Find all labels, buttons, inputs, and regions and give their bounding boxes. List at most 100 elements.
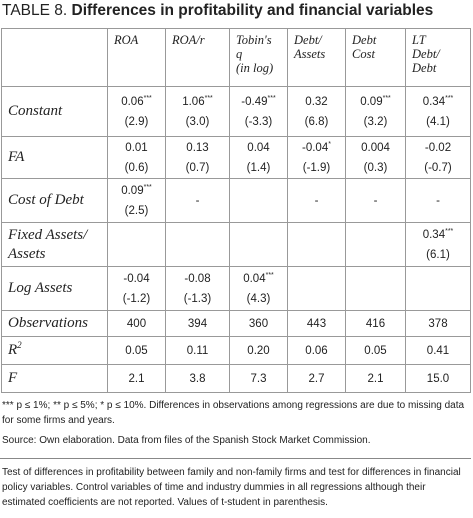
row-label: Log Assets xyxy=(1,266,108,311)
significance-stars: *** xyxy=(204,94,213,102)
significance-stars: *** xyxy=(445,227,454,235)
coefficient-line: - xyxy=(288,191,345,211)
coefficient-line: 0.20 xyxy=(230,341,287,361)
value-cell: 1.06*** (3.0) xyxy=(165,86,230,137)
t-statistic: (3.0) xyxy=(185,115,210,128)
coefficient-line: 360 xyxy=(230,314,287,334)
value-cell xyxy=(165,222,230,267)
table-row: Constant 0.06*** (2.9) 1.06*** (3.0) -0.49***… xyxy=(1,86,471,137)
coefficient-line: 394 xyxy=(166,314,229,334)
coefficient: 7.3 xyxy=(250,372,267,385)
coefficient-line: 0.11 xyxy=(166,341,229,361)
table-row: F 2.1 3.8 7.3 2.7 2.1 15.0 xyxy=(1,364,471,393)
coefficient-line: - xyxy=(166,191,229,211)
caption: Test of differences in profitability bet… xyxy=(2,467,461,508)
table-row: Observations 400 394 360 443 416 378 xyxy=(1,310,471,337)
header-line: LT xyxy=(412,33,426,47)
value-cell xyxy=(107,222,166,267)
t-statistic: (3.2) xyxy=(363,115,388,128)
value-cell xyxy=(287,222,346,267)
value-cell: 416 xyxy=(345,310,406,337)
label-superscript: 2 xyxy=(17,340,22,350)
coefficient: 0.06 xyxy=(121,95,144,108)
table-row: Log Assets -0.04 (-1.2) -0.08 (-1.3) 0.04*** (… xyxy=(1,266,471,311)
table-row: Fixed Assets/ Assets 0.34*** (6.1) xyxy=(1,222,471,267)
value-cell: - xyxy=(405,178,471,223)
value-cell: 443 xyxy=(287,310,346,337)
coefficient-line: 0.06 xyxy=(288,341,345,361)
coefficient: 416 xyxy=(365,317,386,330)
coefficient-line: 0.34*** xyxy=(406,92,470,112)
t-statistic: (0.6) xyxy=(124,161,149,174)
coefficient: 0.34 xyxy=(422,95,446,108)
coefficient: 0.34 xyxy=(422,228,446,241)
coefficient: - xyxy=(373,194,378,207)
coefficient-line: 0.09*** xyxy=(346,92,405,112)
header-line: Debt xyxy=(412,61,437,75)
t-statistic: (-1.9) xyxy=(302,161,331,174)
coefficient: - xyxy=(314,194,319,207)
value-cell: 394 xyxy=(165,310,230,337)
row-label: R2 xyxy=(1,336,108,365)
value-cell: -0.49*** (-3.3) xyxy=(229,86,288,137)
coefficient-line: 2.7 xyxy=(288,369,345,389)
coefficient-line: 0.05 xyxy=(346,341,405,361)
title-text: Differences in profitability and financi… xyxy=(71,2,434,19)
t-statistic: (-1.3) xyxy=(183,292,212,305)
coefficient: 15.0 xyxy=(426,372,450,385)
table-title: TABLE 8. Differences in profitability an… xyxy=(2,2,433,20)
value-cell: 0.09*** (3.2) xyxy=(345,86,406,137)
coefficient: -0.04 xyxy=(302,141,329,154)
coefficient-line: - xyxy=(346,191,405,211)
table-row: Cost of Debt 0.09*** (2.5) - - - - xyxy=(1,178,471,223)
header-line: Cost xyxy=(352,47,375,61)
label-text: Fixed Assets/ Assets xyxy=(8,226,88,262)
value-cell xyxy=(229,178,288,223)
value-cell: 0.01 (0.6) xyxy=(107,136,166,179)
row-label: Observations xyxy=(1,310,108,337)
value-cell xyxy=(405,266,471,311)
value-cell: 0.09*** (2.5) xyxy=(107,178,166,223)
coefficient-line: 0.09*** xyxy=(108,181,165,201)
coefficient: 0.32 xyxy=(305,95,328,108)
coefficient-line: -0.02 xyxy=(406,138,470,158)
value-cell: - xyxy=(165,178,230,223)
value-cell: 3.8 xyxy=(165,364,230,393)
coefficient: 0.04 xyxy=(247,141,270,154)
significance-stars: *** xyxy=(143,94,152,102)
t-statistic: (-3.3) xyxy=(244,115,273,128)
label-text: Constant xyxy=(8,103,63,119)
coefficient-line: 15.0 xyxy=(406,369,470,389)
value-cell: 0.06*** (2.9) xyxy=(107,86,166,137)
coefficient: 394 xyxy=(187,317,208,330)
column-header: Debt Cost xyxy=(345,28,406,87)
corner-cell xyxy=(1,28,108,87)
coefficient-line: 0.32 xyxy=(288,92,345,112)
t-statistic: (2.5) xyxy=(124,204,149,217)
value-cell: 0.04*** (4.3) xyxy=(229,266,288,311)
value-cell: 0.20 xyxy=(229,336,288,365)
value-cell: 0.11 xyxy=(165,336,230,365)
coefficient-line: 0.34*** xyxy=(406,225,470,245)
coefficient-line: 2.1 xyxy=(108,369,165,389)
label-text: F xyxy=(8,370,18,386)
value-cell: 2.7 xyxy=(287,364,346,393)
t-statistic: (0.7) xyxy=(185,161,210,174)
table-row: R2 0.05 0.11 0.20 0.06 0.05 0.41 xyxy=(1,336,471,365)
coefficient-line: -0.04* xyxy=(288,138,345,158)
value-cell: 2.1 xyxy=(345,364,406,393)
header-line: ROA/r xyxy=(172,33,205,47)
label-text: Observations xyxy=(8,315,88,331)
t-statistic: (2.9) xyxy=(124,115,149,128)
coefficient: -0.49 xyxy=(241,95,268,108)
value-cell: 15.0 xyxy=(405,364,471,393)
value-cell: 0.32 (6.8) xyxy=(287,86,346,137)
coefficient-line: 378 xyxy=(406,314,470,334)
header-line: Debt xyxy=(352,33,377,47)
coefficient-line: 0.05 xyxy=(108,341,165,361)
coefficient: - xyxy=(195,194,200,207)
coefficient-line: 1.06*** xyxy=(166,92,229,112)
t-statistic: (6.8) xyxy=(304,115,329,128)
coefficient-line: - xyxy=(406,191,470,211)
significance-stars: *** xyxy=(445,94,454,102)
